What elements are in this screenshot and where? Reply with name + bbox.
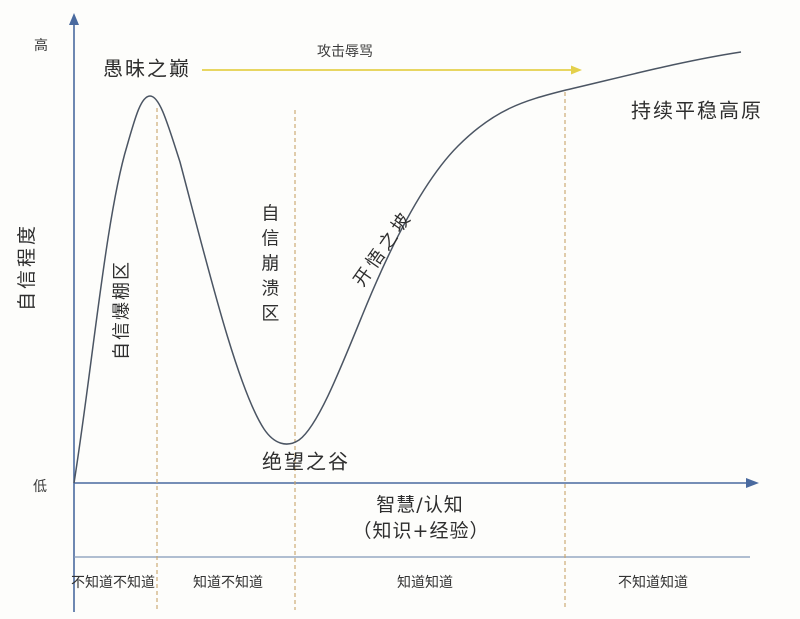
confidence-curve — [73, 51, 742, 484]
y-tick-high: 高 — [34, 37, 48, 54]
confidence-burst-zone-label: 自信爆棚区 — [111, 260, 133, 360]
attack-arrow-label: 攻击辱骂 — [317, 43, 373, 60]
y-axis-title: 自信程度 — [16, 222, 39, 312]
confidence-collapse-zone-label: 自信崩溃区 — [258, 203, 280, 329]
plateau-label: 持续平稳高原 — [631, 98, 763, 123]
x-axis-title-line2: （知识+经验） — [352, 520, 490, 543]
peak-label: 愚昧之巅 — [103, 56, 191, 81]
stage-label-4: 不知道知道 — [618, 574, 688, 591]
stage-label-1: 不知道不知道 — [71, 574, 155, 591]
stage-label-2: 知道不知道 — [193, 574, 263, 591]
stage-label-3: 知道知道 — [397, 574, 453, 591]
y-axis-arrowhead — [69, 13, 79, 25]
x-axis-title-line1: 智慧/认知 — [376, 494, 464, 517]
attack-arrow-head-icon — [571, 65, 582, 75]
y-tick-low: 低 — [33, 478, 47, 495]
x-axis-arrowhead — [746, 478, 759, 488]
despair-valley-label: 绝望之谷 — [262, 449, 350, 474]
